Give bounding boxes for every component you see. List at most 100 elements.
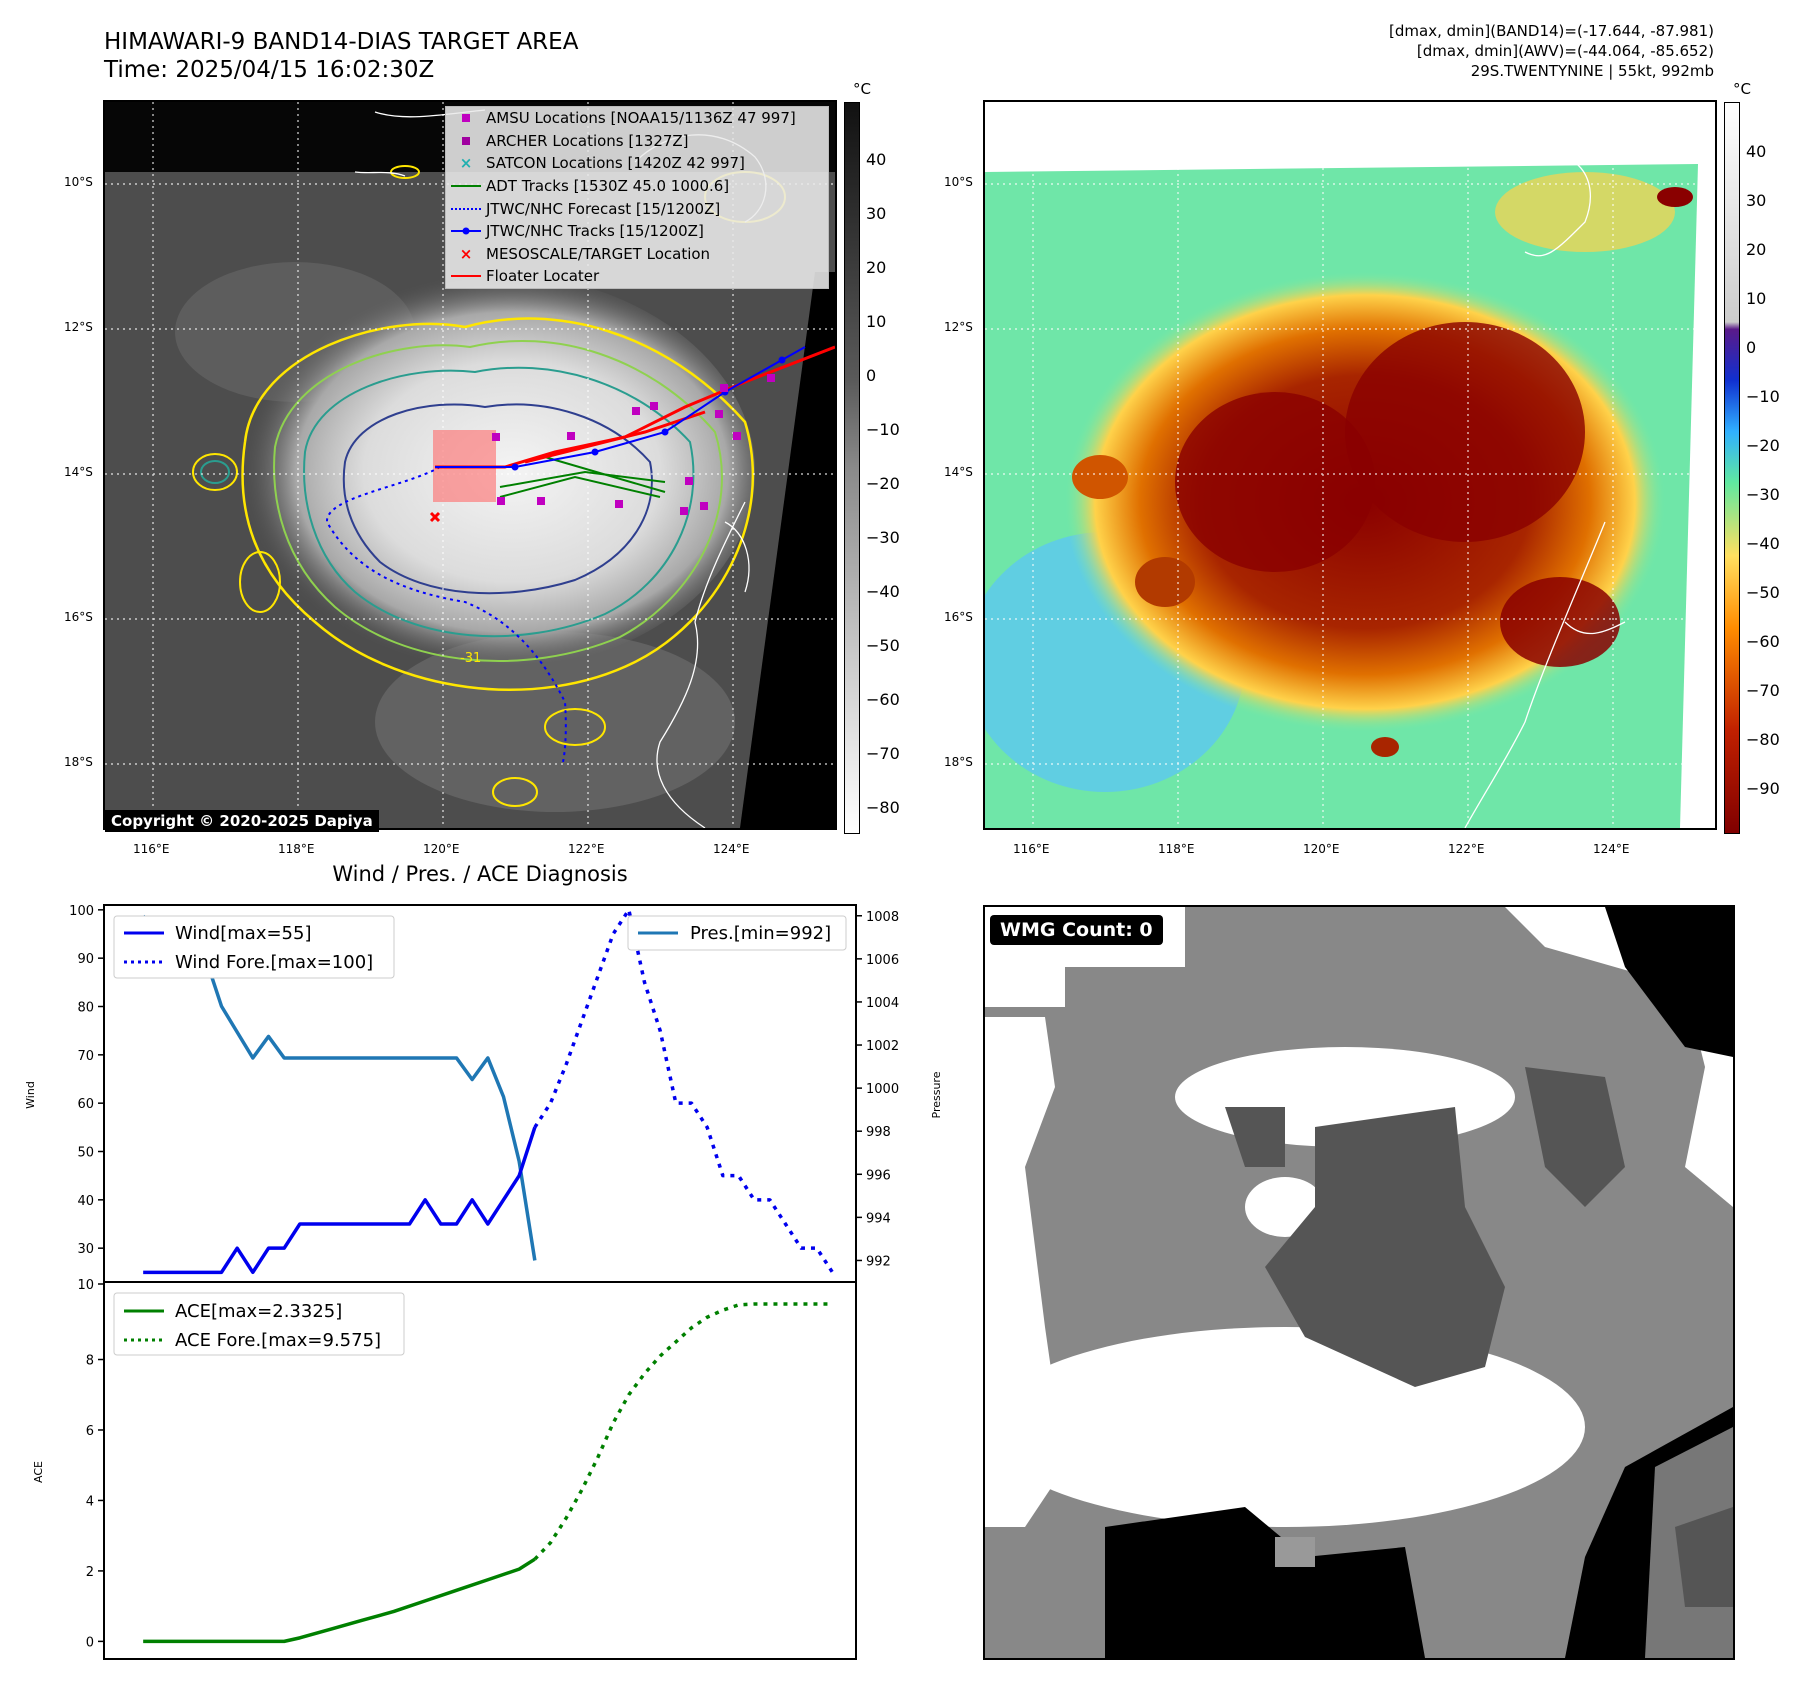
colorbar-tick: −80 — [1746, 730, 1780, 749]
dotted-line-icon — [451, 207, 481, 210]
jtwc-track — [435, 346, 806, 468]
wmg-panel[interactable] — [983, 905, 1735, 1660]
colorbar-tick: 30 — [866, 204, 887, 223]
colorbar-tick: −60 — [866, 690, 900, 709]
lat-label: 16°S — [944, 610, 973, 624]
ace-line — [143, 1557, 536, 1644]
pressure-tick-label: 998 — [866, 1125, 891, 1140]
mesoscale-target-marker — [429, 511, 441, 523]
colorbar-tick: 10 — [1746, 289, 1767, 308]
contour-navy — [342, 403, 653, 595]
square-marker-icon — [462, 136, 470, 145]
ace-tick-label: 8 — [86, 1354, 94, 1369]
lon-label: 120°E — [1303, 842, 1340, 856]
copyright-label: Copyright © 2020-2025 Dapiya — [105, 810, 379, 832]
contour-lightgreen — [273, 340, 723, 662]
satellite-map-color[interactable] — [983, 100, 1717, 830]
pressure-tick-label: 996 — [866, 1168, 891, 1183]
colorbar-tick: 40 — [1746, 142, 1767, 161]
wind-tick-label: 50 — [77, 1146, 94, 1161]
lat-label: 10°S — [64, 175, 93, 189]
wind-forecast-line — [533, 908, 834, 1274]
legend-item: Floater Locater — [446, 265, 828, 288]
wind-tick-label: 40 — [77, 1194, 94, 1209]
colorbar-tick: 0 — [866, 366, 877, 385]
wmg-canvas — [985, 907, 1733, 1658]
wind-tick-label: 100 — [69, 904, 94, 919]
pressure-tick-label: 1002 — [866, 1039, 899, 1054]
line-marker-icon — [451, 275, 481, 278]
colorbar-tick: −90 — [1746, 779, 1780, 798]
x-marker-icon: × — [459, 244, 473, 263]
ace-tick-label: 0 — [86, 1635, 94, 1650]
lat-label: 14°S — [944, 465, 973, 479]
colorbar-tick: −40 — [1746, 534, 1780, 553]
pressure-legend: Pres.[min=992] — [627, 915, 847, 951]
colorbar-tick: −20 — [866, 474, 900, 493]
x-marker-icon: × — [459, 154, 473, 173]
colorbar-tick: 0 — [1746, 338, 1757, 357]
diagnosis-title: Wind / Pres. / ACE Diagnosis — [332, 862, 628, 886]
ace-axes — [103, 1281, 857, 1660]
legend-ace-forecast: ACE Fore.[max=9.575] — [175, 1330, 381, 1351]
map-legend: AMSU Locations [NOAA15/1136Z 47 997] ARC… — [445, 106, 829, 289]
wind-tick-label: 60 — [77, 1097, 94, 1112]
legend-item: × SATCON Locations [1420Z 42 997] — [446, 152, 828, 175]
colorbar-gray — [844, 102, 860, 834]
pressure-tick-label: 1004 — [866, 996, 899, 1011]
page-title: HIMAWARI-9 BAND14-DIAS TARGET AREA — [104, 29, 579, 55]
wind-legend: Wind[max=55] Wind Fore.[max=100] — [113, 915, 395, 979]
dmax-awv: [dmax, dmin](AWV)=(-44.064, -85.652) — [1416, 42, 1714, 60]
colorbar-tick: −40 — [866, 582, 900, 601]
ace-tick-label: 6 — [86, 1424, 94, 1439]
colorbar-tick: −30 — [1746, 485, 1780, 504]
ace-tick-label: 4 — [86, 1494, 94, 1509]
lon-label: 116°E — [1013, 842, 1050, 856]
ace-forecast-line — [533, 1302, 833, 1561]
pressure-axis-label: Pressure — [930, 1071, 940, 1118]
colorbar-tick: −50 — [866, 636, 900, 655]
jtwc-track-points — [511, 356, 786, 471]
wind-tick-label: 70 — [77, 1049, 94, 1064]
ace-yticks: 8 6 4 2 0 — [86, 1354, 104, 1650]
lon-label: 124°E — [713, 842, 750, 856]
lon-label: 118°E — [1158, 842, 1195, 856]
lat-label: 10°S — [944, 175, 973, 189]
lon-label: 122°E — [568, 842, 605, 856]
lat-label: 12°S — [64, 320, 93, 334]
wind-tick-label: 10 — [77, 1278, 94, 1293]
lat-label: 18°S — [944, 755, 973, 769]
legend-item: ARCHER Locations [1327Z] — [446, 130, 828, 153]
square-marker-icon — [462, 114, 470, 123]
colorbar-tick: −50 — [1746, 583, 1780, 602]
lon-label: 116°E — [133, 842, 170, 856]
legend-wind-forecast: Wind Fore.[max=100] — [175, 952, 373, 973]
legend-pressure: Pres.[min=992] — [690, 923, 831, 944]
amsu-archer-markers — [492, 374, 775, 515]
contour-teal — [303, 366, 695, 638]
pressure-yticks: 1008 1006 1004 1002 1000 998 996 994 992 — [856, 910, 899, 1269]
legend-item: × MESOSCALE/TARGET Location — [446, 243, 828, 266]
colorbar-tick: −60 — [1746, 632, 1780, 651]
lon-label: 118°E — [278, 842, 315, 856]
color-map-canvas — [985, 102, 1715, 828]
colorbar-tick: −70 — [866, 744, 900, 763]
lon-label: 120°E — [423, 842, 460, 856]
storm-info: 29S.TWENTYNINE | 55kt, 992mb — [1470, 62, 1714, 80]
series-layer — [141, 908, 834, 1644]
wind-tick-label: 30 — [77, 1242, 94, 1257]
colorbar-tick: −70 — [1746, 681, 1780, 700]
lat-label: 16°S — [64, 610, 93, 624]
lat-label: 14°S — [64, 465, 93, 479]
pressure-tick-label: 992 — [866, 1254, 891, 1269]
wind-tick-label: 80 — [77, 1001, 94, 1016]
lon-label: 122°E — [1448, 842, 1485, 856]
page-time: Time: 2025/04/15 16:02:30Z — [104, 57, 435, 83]
wmg-count-badge: WMG Count: 0 — [990, 915, 1163, 945]
legend-wind: Wind[max=55] — [175, 923, 312, 944]
colorbar-tick: −80 — [866, 798, 900, 817]
adt-tracks — [499, 456, 666, 498]
wind-yticks: 100 90 80 70 60 50 40 30 10 — [69, 904, 104, 1293]
colorbar-tick: 30 — [1746, 191, 1767, 210]
